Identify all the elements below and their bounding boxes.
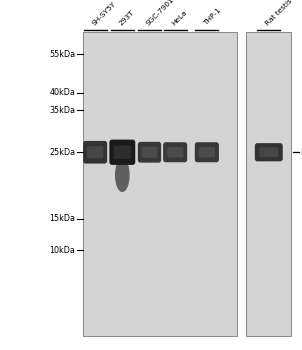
FancyBboxPatch shape xyxy=(109,140,135,165)
Text: 15kDa: 15kDa xyxy=(50,214,76,223)
Text: Rat testis: Rat testis xyxy=(265,0,293,26)
FancyBboxPatch shape xyxy=(195,142,219,162)
Text: 25kDa: 25kDa xyxy=(49,148,76,157)
Text: THP-1: THP-1 xyxy=(203,7,222,26)
Text: 35kDa: 35kDa xyxy=(50,106,76,115)
FancyBboxPatch shape xyxy=(138,142,161,163)
FancyBboxPatch shape xyxy=(114,146,131,159)
Ellipse shape xyxy=(115,158,130,192)
Text: SH-SY5Y: SH-SY5Y xyxy=(91,0,117,26)
FancyBboxPatch shape xyxy=(83,141,107,163)
FancyBboxPatch shape xyxy=(142,147,157,158)
FancyBboxPatch shape xyxy=(167,147,183,158)
Text: 293T: 293T xyxy=(118,9,136,26)
Bar xyxy=(246,32,291,336)
FancyBboxPatch shape xyxy=(255,143,283,161)
FancyBboxPatch shape xyxy=(199,147,215,158)
FancyBboxPatch shape xyxy=(163,142,187,162)
Bar xyxy=(83,32,237,336)
Text: 10kDa: 10kDa xyxy=(50,246,76,255)
FancyBboxPatch shape xyxy=(259,147,278,157)
Text: HeLa: HeLa xyxy=(171,9,188,26)
Text: 55kDa: 55kDa xyxy=(49,50,76,59)
FancyBboxPatch shape xyxy=(87,146,103,158)
Text: SGC-7901: SGC-7901 xyxy=(145,0,175,26)
Text: EIF3K: EIF3K xyxy=(300,148,302,157)
Text: 40kDa: 40kDa xyxy=(50,88,76,97)
